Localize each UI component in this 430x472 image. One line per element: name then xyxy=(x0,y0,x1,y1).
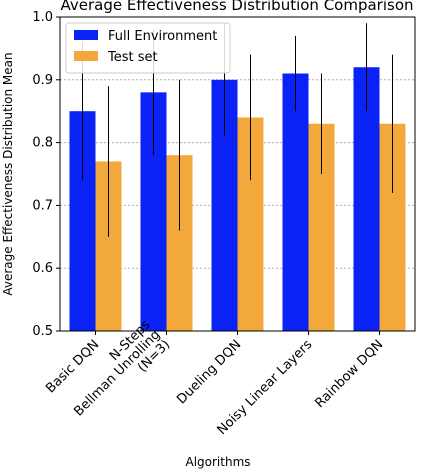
x-axis-label: Algorithms xyxy=(185,455,250,469)
legend-label: Test set xyxy=(107,50,158,65)
y-axis-label: Average Effectiveness Distribution Mean xyxy=(1,52,15,295)
legend-swatch xyxy=(74,30,98,40)
y-tick-label: 0.6 xyxy=(32,261,53,276)
y-tick-label: 0.8 xyxy=(32,136,53,151)
y-tick-label: 1.0 xyxy=(32,10,53,25)
chart-title: Average Effectiveness Distribution Compa… xyxy=(60,0,413,14)
x-tick-label: N-StepsBellman Unrolling(N=3) xyxy=(61,317,173,429)
plot-frame xyxy=(59,16,416,332)
y-tick-label: 0.7 xyxy=(32,198,53,213)
bar xyxy=(282,73,309,332)
y-tick-label: 0.9 xyxy=(32,73,53,88)
x-tick-label: Dueling DQN xyxy=(174,337,244,407)
x-tick-label: Rainbow DQN xyxy=(312,337,386,411)
y-tick-label: 0.5 xyxy=(32,324,53,339)
legend: Full Environment Test set xyxy=(65,22,231,74)
legend-label: Full Environment xyxy=(108,29,217,44)
legend-frame xyxy=(65,22,231,74)
legend-swatch xyxy=(74,51,98,61)
